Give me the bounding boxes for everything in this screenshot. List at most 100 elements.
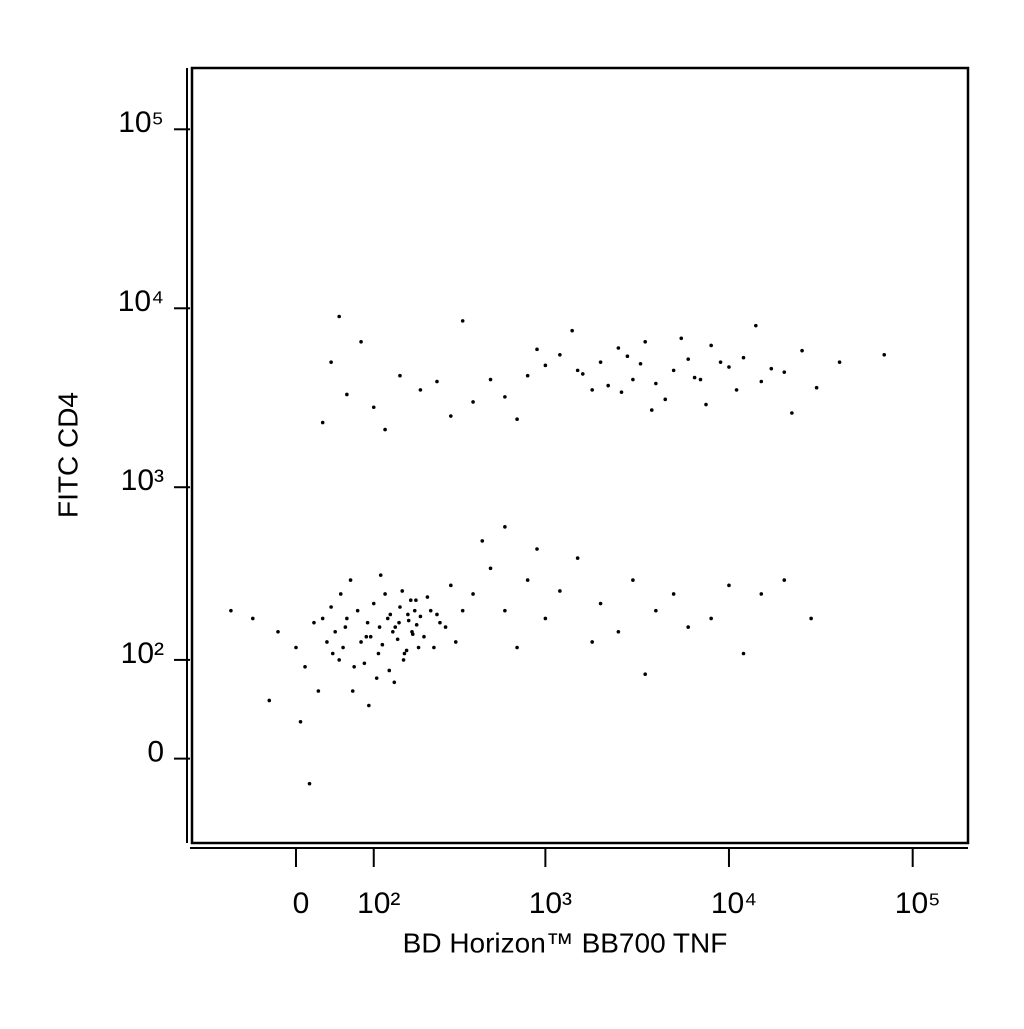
- event-dot: [631, 578, 635, 582]
- event-dot: [543, 616, 548, 621]
- event-dot: [374, 676, 379, 680]
- event-dot: [727, 365, 731, 369]
- event-dot: [350, 689, 355, 693]
- event-dot: [352, 665, 356, 669]
- x-tick-label: 10²: [357, 887, 400, 920]
- event-dot: [400, 589, 405, 593]
- event-dot: [371, 405, 376, 410]
- event-dot: [414, 623, 419, 627]
- event-dot: [345, 616, 349, 621]
- event-dot: [343, 625, 348, 629]
- event-dot: [616, 346, 621, 350]
- event-dot: [590, 640, 594, 644]
- event-dot: [398, 605, 402, 609]
- event-dot: [418, 614, 423, 619]
- event-dot: [364, 634, 369, 639]
- event-dot: [438, 620, 442, 625]
- y-tick-label: 10⁵: [118, 106, 164, 139]
- event-dot: [727, 583, 731, 588]
- event-dot: [769, 366, 774, 371]
- event-dot: [303, 665, 307, 669]
- event-dot: [416, 645, 421, 650]
- event-dot: [298, 719, 303, 724]
- event-dot: [882, 352, 887, 357]
- event-dot: [365, 620, 370, 625]
- event-dot: [348, 578, 353, 582]
- event-dot: [359, 640, 363, 644]
- event-dot: [643, 672, 648, 677]
- event-dot: [395, 637, 400, 642]
- event-dot: [294, 645, 298, 650]
- event-dot: [704, 402, 708, 407]
- event-dot: [631, 377, 635, 382]
- event-dot: [410, 629, 414, 634]
- event-dot: [643, 339, 648, 344]
- event-dot: [380, 642, 385, 647]
- event-dot: [663, 397, 668, 402]
- event-dot: [329, 360, 333, 364]
- event-dot: [418, 388, 423, 392]
- event-dot: [800, 348, 804, 353]
- event-dot: [654, 381, 658, 386]
- event-dot: [333, 629, 337, 634]
- event-dot: [393, 625, 398, 629]
- event-dot: [515, 645, 519, 650]
- event-dot: [580, 372, 585, 376]
- event-dot: [345, 392, 349, 397]
- event-dot: [488, 566, 493, 571]
- event-dot: [638, 361, 643, 366]
- event-dot: [250, 616, 255, 621]
- event-dot: [558, 352, 562, 357]
- event-dot: [359, 339, 363, 344]
- event-dot: [515, 417, 519, 422]
- event-dot: [449, 583, 453, 588]
- event-dot: [377, 625, 382, 629]
- event-dot: [383, 427, 387, 432]
- event-dot: [387, 668, 392, 673]
- event-dot: [385, 616, 390, 621]
- event-dot: [388, 612, 393, 617]
- event-dot: [754, 323, 758, 328]
- event-dot: [267, 698, 272, 703]
- event-dot: [435, 379, 439, 384]
- event-dot: [692, 375, 697, 380]
- event-dot: [355, 608, 360, 613]
- event-dot: [619, 390, 624, 394]
- event-dot: [837, 360, 842, 364]
- event-dot: [606, 383, 610, 388]
- event-dot: [229, 608, 233, 613]
- event-dot: [337, 314, 341, 319]
- event-dot: [449, 414, 453, 418]
- event-dot: [406, 618, 411, 623]
- event-dot: [525, 578, 530, 582]
- event-dot: [535, 547, 539, 551]
- event-dot: [503, 525, 507, 529]
- event-dot: [368, 634, 373, 639]
- event-dot: [814, 385, 819, 390]
- event-dot: [471, 592, 475, 596]
- event-dot: [414, 598, 418, 603]
- event-dot: [329, 605, 333, 609]
- event-dot: [312, 620, 316, 625]
- event-dot: [412, 608, 417, 613]
- y-tick-label: 10²: [121, 637, 164, 670]
- event-dot: [759, 379, 764, 384]
- event-dot: [397, 620, 401, 625]
- event-dot: [398, 373, 402, 378]
- event-dot: [558, 589, 562, 593]
- event-dot: [406, 612, 410, 617]
- event-dot: [307, 781, 312, 786]
- event-dot: [337, 658, 341, 662]
- y-axis-label: FITC CD4: [52, 392, 83, 518]
- event-dot: [598, 601, 603, 606]
- event-dot: [809, 616, 813, 621]
- event-dot: [679, 336, 684, 341]
- event-dot: [671, 592, 676, 596]
- event-dot: [649, 408, 654, 412]
- event-dot: [383, 592, 387, 596]
- event-dot: [453, 640, 458, 644]
- event-dot: [698, 377, 703, 382]
- event-dot: [392, 680, 397, 685]
- event-dot: [341, 645, 345, 650]
- event-dot: [362, 661, 367, 666]
